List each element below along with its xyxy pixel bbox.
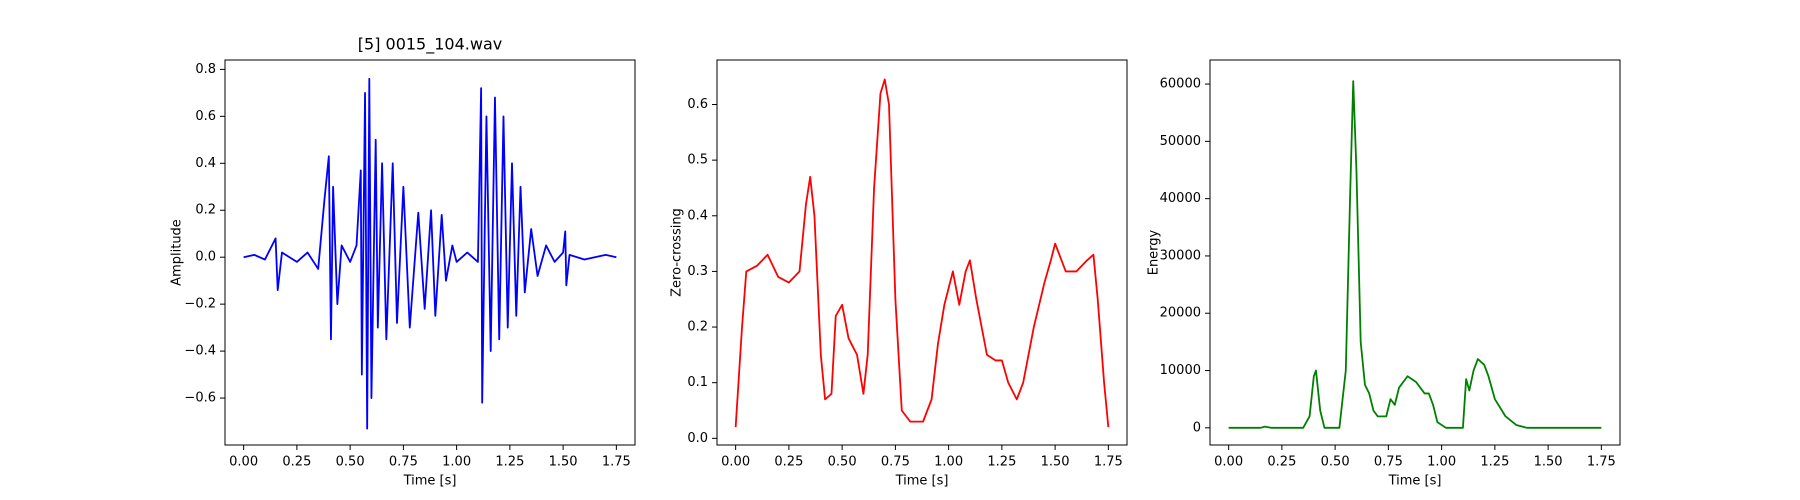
x-tick-label: 0.50 — [1321, 455, 1350, 470]
y-tick-label: 0.6 — [195, 109, 216, 124]
x-tick-label: 1.75 — [1587, 455, 1616, 470]
y-tick-label: 40000 — [1160, 191, 1201, 206]
y-axis-label: Zero-crossing — [670, 208, 685, 297]
x-tick-label: 0.00 — [229, 455, 258, 470]
y-tick-label: 0.2 — [195, 203, 216, 218]
x-tick-label: 1.75 — [1094, 455, 1123, 470]
y-tick-label: 50000 — [1160, 134, 1201, 149]
x-tick-label: 1.25 — [1480, 455, 1509, 470]
x-tick-label: 0.75 — [389, 455, 418, 470]
x-tick-label: 1.00 — [934, 455, 963, 470]
y-tick-label: −0.6 — [184, 391, 216, 406]
x-axis-label: Time [s] — [895, 474, 949, 489]
x-tick-label: 0.25 — [1267, 455, 1296, 470]
y-tick-label: 60000 — [1160, 77, 1201, 92]
y-axis-label: Amplitude — [170, 219, 185, 286]
y-tick-label: 30000 — [1160, 248, 1201, 263]
x-tick-label: 1.00 — [1427, 455, 1456, 470]
x-tick-label: 1.25 — [495, 455, 524, 470]
x-tick-label: 0.25 — [774, 455, 803, 470]
x-axis-label: Time [s] — [1388, 474, 1442, 489]
x-tick-label: 1.25 — [987, 455, 1016, 470]
x-tick-label: 0.75 — [881, 455, 910, 470]
x-axis-label: Time [s] — [403, 474, 457, 489]
x-tick-label: 1.50 — [1041, 455, 1070, 470]
y-tick-label: 0.3 — [687, 264, 708, 279]
y-tick-label: 0.8 — [195, 62, 216, 77]
y-tick-label: 0.2 — [687, 320, 708, 335]
y-tick-label: 20000 — [1160, 306, 1201, 321]
y-tick-label: 0.4 — [195, 156, 216, 171]
axes-frame — [1209, 59, 1621, 446]
chart-title: [5] 0015_104.wav — [358, 35, 502, 55]
series-line — [734, 78, 1110, 428]
y-tick-label: −0.4 — [184, 344, 216, 359]
x-tick-label: 1.75 — [602, 455, 631, 470]
x-tick-label: 0.75 — [1374, 455, 1403, 470]
axes-frame — [224, 59, 636, 446]
y-axis-label: Energy — [1147, 229, 1162, 275]
x-tick-label: 1.50 — [549, 455, 578, 470]
series-line — [243, 77, 617, 430]
x-tick-label: 0.00 — [1214, 455, 1243, 470]
x-tick-label: 1.50 — [1534, 455, 1563, 470]
y-tick-label: 0.4 — [687, 208, 708, 223]
y-tick-label: 0 — [1193, 420, 1201, 435]
y-tick-label: 0.0 — [687, 431, 708, 446]
x-tick-label: 0.25 — [282, 455, 311, 470]
y-tick-label: 0.0 — [195, 250, 216, 265]
x-tick-label: 0.50 — [828, 455, 857, 470]
x-tick-label: 0.50 — [336, 455, 365, 470]
x-tick-label: 1.00 — [442, 455, 471, 470]
series-line — [1228, 80, 1602, 429]
y-tick-label: −0.2 — [184, 297, 216, 312]
x-tick-label: 0.00 — [721, 455, 750, 470]
y-tick-label: 0.6 — [687, 97, 708, 112]
y-tick-label: 0.1 — [687, 375, 708, 390]
axes-frame — [716, 59, 1128, 446]
y-tick-label: 0.5 — [687, 153, 708, 168]
y-tick-label: 10000 — [1160, 363, 1201, 378]
